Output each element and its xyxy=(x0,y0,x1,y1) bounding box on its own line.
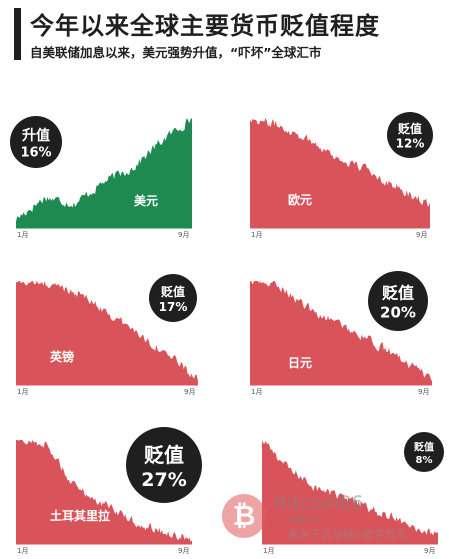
badge-direction: 贬值 xyxy=(144,443,184,467)
badge-percent: 20% xyxy=(380,304,416,322)
x-tick-start: 1月 xyxy=(263,547,274,555)
currency-label: 美元 xyxy=(134,193,158,208)
badge-direction: 贬值 xyxy=(398,121,422,136)
area-1 xyxy=(16,118,192,228)
x-tick-start: 1月 xyxy=(251,231,262,239)
badge-direction: 升值 xyxy=(22,127,50,144)
currency-label: 土耳其里拉 xyxy=(50,508,110,523)
currency-label: 欧元 xyxy=(288,192,312,207)
x-tick-end: 9月 xyxy=(184,388,195,396)
chart-panel-6: 1月 9月 贬值 8% xyxy=(262,432,444,555)
page-subtitle: 自美联储加息以来，美元强势升值，“吓坏”全球汇市 xyxy=(30,45,322,60)
area-5 xyxy=(16,440,192,544)
area-6 xyxy=(262,440,438,544)
page-title: 今年以来全球主要货币贬值程度 xyxy=(30,12,380,40)
badge-direction: 贬值 xyxy=(382,284,414,303)
x-tick-end: 9月 xyxy=(424,547,435,555)
bitcoin-logo-icon: ₿ xyxy=(222,494,266,538)
badge-circle xyxy=(10,116,62,168)
badge-percent: 8% xyxy=(416,455,433,466)
badge-percent: 16% xyxy=(20,145,51,160)
badge-circle xyxy=(404,432,444,472)
badge-percent: 27% xyxy=(141,469,186,491)
currency-label: 英镑 xyxy=(50,349,74,364)
watermark-brand: Bitcoin86 xyxy=(274,492,364,514)
badge-circle xyxy=(126,427,202,503)
area-2 xyxy=(250,118,430,228)
currency-label: 日元 xyxy=(288,356,312,370)
x-tick-end: 9月 xyxy=(178,231,189,239)
x-tick-end: 9月 xyxy=(178,547,189,555)
x-tick-start: 1月 xyxy=(251,388,262,396)
title-accent-bar xyxy=(14,8,21,60)
badge-circle xyxy=(368,271,428,331)
x-tick-start: 1月 xyxy=(17,231,28,239)
badge-direction: 贬值 xyxy=(414,440,434,453)
area-4 xyxy=(250,281,432,385)
area-3 xyxy=(16,281,198,385)
x-tick-start: 1月 xyxy=(17,547,28,555)
badge-percent: 12% xyxy=(396,137,425,151)
badge-circle xyxy=(387,112,433,158)
x-tick-end: 9月 xyxy=(416,231,427,239)
x-tick-start: 1月 xyxy=(17,388,28,396)
watermark-line: 服务于区块链&数字货币 xyxy=(288,528,407,541)
badge-direction: 贬值 xyxy=(161,284,185,299)
change-badge: 贬值 8% xyxy=(404,432,444,472)
badge-circle xyxy=(149,274,197,322)
watermark: ₿ Bitcoin86 币圈天下 服务于区块链&数字货币 xyxy=(222,492,444,554)
badge-percent: 17% xyxy=(159,300,188,314)
watermark-sub: 币圈天下 xyxy=(286,516,323,526)
x-tick-end: 9月 xyxy=(418,388,429,396)
